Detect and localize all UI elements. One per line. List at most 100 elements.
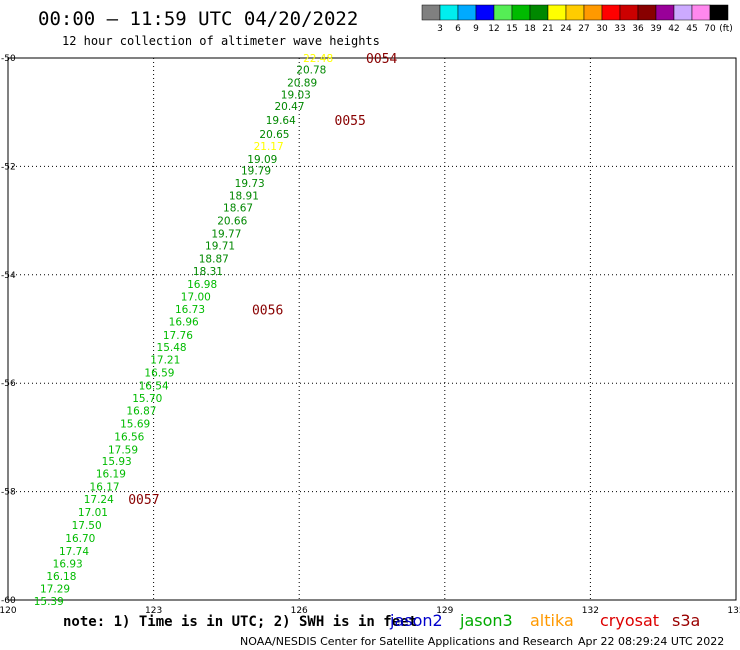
colorbar-swatch <box>601 4 621 21</box>
swh-point-label: 18.31 <box>193 266 223 278</box>
colorbar-swatch <box>475 4 495 21</box>
chart-subtitle: 12 hour collection of altimeter wave hei… <box>62 34 380 48</box>
credit-text: NOAA/NESDIS Center for Satellite Applica… <box>240 635 573 648</box>
satellite-legend-item: altika <box>530 611 574 630</box>
satellite-legend-item: s3a <box>672 611 700 630</box>
x-tick-label: 129 <box>436 606 453 616</box>
swh-point-label: 17.50 <box>72 520 102 532</box>
x-tick-labels: 120 123 126 129 132 135 <box>0 606 740 616</box>
colorbar-swatch <box>655 4 675 21</box>
swh-point-label: 22.48 <box>303 53 333 65</box>
colorbar-unit: (ft) <box>719 24 733 34</box>
swh-point-label: 16.59 <box>144 367 174 379</box>
y-tick-labels: -50 -52 -54 -56 -58 -60 <box>1 54 16 606</box>
time-label: 0054 <box>366 52 397 67</box>
swh-point-label: 20.66 <box>217 216 247 228</box>
time-label: 0055 <box>335 114 366 129</box>
satellite-legend-item: jason3 <box>459 611 513 630</box>
colorbar-label: 24 <box>560 24 572 34</box>
swh-point-label: 19.73 <box>235 178 265 190</box>
colorbar-swatch <box>421 4 441 21</box>
x-tick-label: 126 <box>291 606 308 616</box>
colorbar-label: 30 <box>596 24 608 34</box>
swh-point-label: 19.64 <box>266 115 296 127</box>
colorbar-label: 12 <box>488 24 499 34</box>
swh-point-label: 19.77 <box>211 229 241 241</box>
colorbar-label: 15 <box>506 24 517 34</box>
time-label: 0056 <box>252 303 283 318</box>
plot-frame <box>7 57 737 601</box>
swh-point-label: 16.73 <box>175 304 205 316</box>
swh-point-label: 15.69 <box>120 418 150 430</box>
swh-point-label: 15.70 <box>132 393 162 405</box>
satellite-legend-item: cryosat <box>600 611 659 630</box>
footer-note: note: 1) Time is in UTC; 2) SWH is in fe… <box>63 614 417 630</box>
x-tick-label: 132 <box>582 606 599 616</box>
swh-point-label: 17.01 <box>78 507 108 519</box>
swh-point-label: 16.17 <box>90 482 120 494</box>
colorbar-swatch <box>547 4 567 21</box>
swh-point-label: 16.54 <box>139 380 169 392</box>
colorbar-swatch <box>493 4 513 21</box>
colorbar-label: 6 <box>455 24 461 34</box>
time-labels: 0054 0055 0056 0057 <box>128 52 397 508</box>
swh-point-label: 16.70 <box>65 533 95 545</box>
colorbar-swatch <box>691 4 711 21</box>
plot-area: 120 123 126 129 132 135 -50 -52 -54 -56 -58 -60 22… <box>0 52 740 616</box>
colorbar-swatch <box>457 4 477 21</box>
colorbar-swatch <box>637 4 657 21</box>
swh-point-label: 17.59 <box>108 444 138 456</box>
colorbar-label: 36 <box>632 24 644 34</box>
satellite-legend-item: jason2 <box>389 611 443 630</box>
swh-point-label: 15.39 <box>34 596 64 608</box>
swh-point-label: 16.93 <box>53 559 83 571</box>
y-tick-label: -52 <box>1 162 16 172</box>
x-tick-label: 120 <box>0 606 17 616</box>
swh-point-label: 20.65 <box>259 129 289 141</box>
swh-point-label: 17.00 <box>181 291 211 303</box>
colorbar-label: 18 <box>524 24 536 34</box>
colorbar-swatch <box>511 4 531 21</box>
x-tick-label: 135 <box>727 606 740 616</box>
swh-point-label: 17.76 <box>163 330 193 342</box>
swh-point-label: 17.74 <box>59 546 89 558</box>
y-tick-label: -60 <box>1 596 16 606</box>
grid-lines <box>8 58 736 600</box>
colorbar-label: 33 <box>614 24 625 34</box>
colorbar-legend: 3 6 9 12 15 18 21 24 27 30 33 36 39 42 45 70 (ft) <box>421 4 733 34</box>
y-tick-label: -58 <box>1 488 16 498</box>
colorbar-swatch <box>709 4 729 21</box>
swh-point-label: 17.29 <box>40 584 70 596</box>
swh-point-label: 18.67 <box>223 203 253 215</box>
colorbar-swatch <box>565 4 585 21</box>
swh-point-label: 18.91 <box>229 191 259 203</box>
swh-point-label: 21.17 <box>254 141 284 153</box>
swh-point-label: 17.21 <box>150 354 180 366</box>
swh-point-label: 16.87 <box>126 405 156 417</box>
colorbar-label: 27 <box>578 24 589 34</box>
swh-point-label: 19.79 <box>241 166 271 178</box>
colorbar-label: 9 <box>473 24 479 34</box>
time-label: 0057 <box>128 493 159 508</box>
swh-point-label: 16.19 <box>96 469 126 481</box>
colorbar-label: 39 <box>650 24 662 34</box>
satellite-legend: jason2 jason3 altika cryosat s3a <box>389 611 700 630</box>
x-tick-label: 123 <box>145 606 162 616</box>
swh-point-label: 19.71 <box>205 241 235 253</box>
y-tick-label: -50 <box>1 54 16 64</box>
colorbar-swatch <box>439 4 459 21</box>
swh-point-label: 19.03 <box>281 89 311 101</box>
colorbar-label: 3 <box>437 24 443 34</box>
swh-point-label: 18.87 <box>199 254 229 266</box>
generated-timestamp: Apr 22 08:29:24 UTC 2022 <box>578 635 724 648</box>
y-tick-label: -54 <box>1 271 16 281</box>
swh-point-label: 15.93 <box>102 456 132 468</box>
chart-title: 00:00 — 11:59 UTC 04/20/2022 <box>38 8 358 30</box>
swh-point-label: 20.47 <box>274 101 304 113</box>
swh-point-label: 16.96 <box>169 316 199 328</box>
colorbar-label: 21 <box>542 24 553 34</box>
colorbar-swatch <box>583 4 603 21</box>
swh-point-label: 19.09 <box>247 154 277 166</box>
